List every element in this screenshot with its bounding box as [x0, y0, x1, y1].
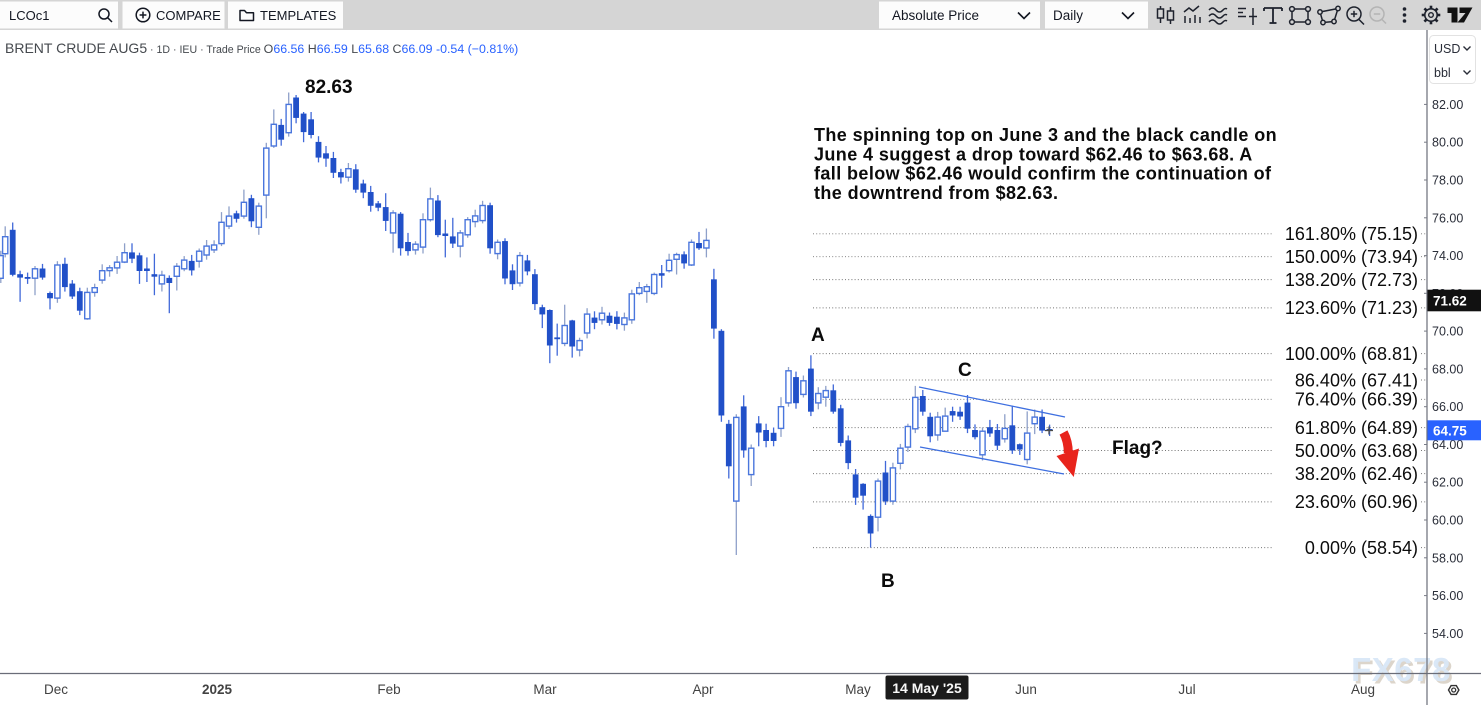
- svg-text:Aug: Aug: [1351, 682, 1375, 697]
- svg-text:60.00: 60.00: [1432, 514, 1463, 528]
- svg-text:54.00: 54.00: [1432, 627, 1463, 641]
- svg-text:80.00: 80.00: [1432, 136, 1463, 150]
- svg-text:Jun: Jun: [1015, 682, 1037, 697]
- svg-text:64.75: 64.75: [1433, 423, 1467, 438]
- svg-text:USD: USD: [1434, 42, 1460, 56]
- svg-text:76.40% (66.39): 76.40% (66.39): [1295, 390, 1418, 410]
- svg-text:The spinning top on June 3 and: The spinning top on June 3 and the black…: [814, 125, 1277, 145]
- svg-text:COMPARE: COMPARE: [156, 8, 221, 23]
- svg-text:14 May '25: 14 May '25: [892, 680, 962, 696]
- svg-text:LCOc1: LCOc1: [9, 8, 49, 23]
- svg-text:161.80% (75.15): 161.80% (75.15): [1285, 224, 1418, 244]
- svg-text:56.00: 56.00: [1432, 589, 1463, 603]
- svg-text:71.62: 71.62: [1433, 294, 1467, 309]
- svg-text:FX678: FX678: [1354, 654, 1454, 691]
- svg-text:150.00% (73.94): 150.00% (73.94): [1285, 247, 1418, 267]
- svg-text:50.00% (63.68): 50.00% (63.68): [1295, 441, 1418, 461]
- svg-text:2025: 2025: [202, 682, 233, 697]
- svg-text:82.00: 82.00: [1432, 98, 1463, 112]
- svg-text:Apr: Apr: [692, 682, 714, 697]
- svg-text:Flag?: Flag?: [1112, 438, 1163, 459]
- svg-text:78.00: 78.00: [1432, 174, 1463, 188]
- svg-text:the downtrend from $82.63.: the downtrend from $82.63.: [814, 183, 1058, 203]
- svg-text:62.00: 62.00: [1432, 476, 1463, 490]
- svg-text:BRENT CRUDE AUG5 · 1D · IEU ·: BRENT CRUDE AUG5 · 1D · IEU · Trade Pric…: [5, 40, 518, 56]
- svg-text:64.00: 64.00: [1432, 438, 1463, 452]
- svg-text:0.00% (58.54): 0.00% (58.54): [1305, 538, 1418, 558]
- svg-text:58.00: 58.00: [1432, 551, 1463, 565]
- svg-text:A: A: [811, 325, 825, 346]
- svg-text:Mar: Mar: [533, 682, 557, 697]
- svg-text:fall below $62.46 would confir: fall below $62.46 would confirm the cont…: [814, 164, 1272, 184]
- svg-text:86.40% (67.41): 86.40% (67.41): [1295, 370, 1418, 390]
- svg-text:Feb: Feb: [377, 682, 400, 697]
- svg-text:23.60% (60.96): 23.60% (60.96): [1295, 492, 1418, 512]
- svg-text:C: C: [958, 360, 972, 381]
- svg-text:38.20% (62.46): 38.20% (62.46): [1295, 464, 1418, 484]
- svg-text:66.00: 66.00: [1432, 400, 1463, 414]
- svg-text:123.60% (71.23): 123.60% (71.23): [1285, 298, 1418, 318]
- svg-text:138.20% (72.73): 138.20% (72.73): [1285, 270, 1418, 290]
- svg-text:June 4 suggest a drop toward $: June 4 suggest a drop toward $62.46 to $…: [814, 144, 1253, 164]
- svg-text:70.00: 70.00: [1432, 325, 1463, 339]
- svg-text:82.63: 82.63: [305, 77, 353, 98]
- svg-text:100.00% (68.81): 100.00% (68.81): [1285, 344, 1418, 364]
- svg-text:68.00: 68.00: [1432, 362, 1463, 376]
- svg-text:76.00: 76.00: [1432, 211, 1463, 225]
- svg-text:Daily: Daily: [1053, 8, 1083, 23]
- svg-text:Dec: Dec: [44, 682, 68, 697]
- svg-text:TEMPLATES: TEMPLATES: [260, 8, 337, 23]
- svg-text:Absolute Price: Absolute Price: [892, 8, 979, 23]
- svg-text:61.80% (64.89): 61.80% (64.89): [1295, 418, 1418, 438]
- svg-text:bbl: bbl: [1434, 66, 1451, 80]
- svg-text:FX678: FX678: [1351, 651, 1451, 688]
- svg-text:Jul: Jul: [1178, 682, 1195, 697]
- svg-text:74.00: 74.00: [1432, 249, 1463, 263]
- svg-text:May: May: [845, 682, 871, 697]
- svg-text:B: B: [881, 571, 895, 592]
